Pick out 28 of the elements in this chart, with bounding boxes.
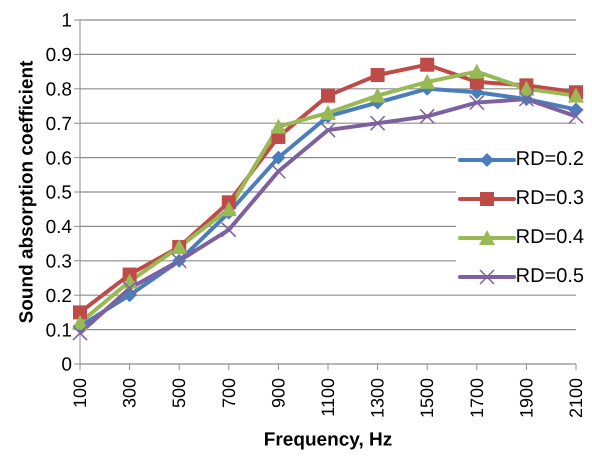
x-tick-label: 500 (169, 378, 190, 408)
x-tick-label: 300 (120, 378, 140, 408)
x-tick-label: 900 (268, 378, 288, 408)
x-tick-label: 1500 (417, 378, 438, 418)
legend-label: RD=0.5 (516, 265, 584, 288)
y-tick-label: 0.3 (46, 252, 72, 273)
x-tick-label: 1300 (368, 378, 388, 418)
y-tick-label: 0.4 (46, 217, 72, 238)
y-tick-label: 0 (61, 354, 72, 376)
legend-label: RD=0.3 (516, 187, 584, 210)
x-tick-label: 1700 (466, 378, 487, 418)
x-tick-label: 100 (70, 378, 90, 408)
y-tick-label: 0.6 (46, 148, 72, 170)
y-tick-label: 0.5 (46, 182, 72, 204)
x-tick-label: 1100 (318, 378, 338, 417)
y-axis-title: Sound absorption coefficient (16, 60, 38, 324)
x-axis-title: Frequency, Hz (264, 429, 392, 450)
y-tick-label: 0.2 (46, 286, 72, 307)
legend-label: RD=0.4 (516, 226, 584, 249)
y-tick-label: 0.9 (46, 45, 72, 66)
x-tick-label: 2100 (566, 378, 586, 418)
x-tick-label: 1900 (516, 378, 536, 418)
y-tick-label: 1 (61, 10, 72, 32)
y-tick-label: 0.8 (46, 80, 72, 101)
y-tick-label: 0.1 (46, 320, 72, 342)
legend-label: RD=0.2 (516, 148, 584, 171)
y-tick-label: 0.7 (46, 114, 72, 135)
x-tick-label: 700 (218, 378, 239, 408)
